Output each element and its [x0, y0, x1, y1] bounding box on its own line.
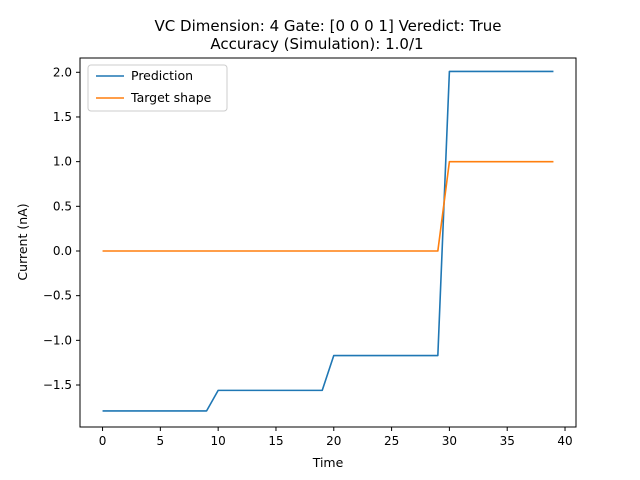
chart-title: VC Dimension: 4 Gate: [0 0 0 1] Veredict…	[155, 17, 502, 35]
x-tick-label: 0	[99, 434, 107, 448]
x-tick-label: 30	[442, 434, 457, 448]
y-tick-label: 0.5	[53, 199, 72, 213]
y-tick-label: 2.0	[53, 65, 72, 79]
y-tick-label: −1.5	[43, 378, 72, 392]
y-axis: −1.5 −1.0 −0.5 0.0 0.5 1.0 1.5 2.0	[43, 65, 80, 392]
x-tick-label: 40	[557, 434, 572, 448]
x-tick-label: 35	[500, 434, 515, 448]
y-tick-label: −0.5	[43, 289, 72, 303]
x-tick-label: 20	[326, 434, 341, 448]
chart-subtitle: Accuracy (Simulation): 1.0/1	[210, 35, 423, 53]
legend-label-target-shape: Target shape	[130, 90, 212, 105]
y-tick-label: 0.0	[53, 244, 72, 258]
x-tick-label: 5	[157, 434, 165, 448]
series-line-prediction	[102, 70, 554, 412]
x-tick-label: 25	[384, 434, 399, 448]
y-tick-label: 1.5	[53, 110, 72, 124]
x-tick-label: 15	[268, 434, 283, 448]
plot-frame	[79, 57, 577, 428]
x-axis-label: Time	[312, 455, 344, 470]
x-tick-label: 10	[211, 434, 226, 448]
y-tick-label: 1.0	[53, 155, 72, 169]
series-line-target-shape	[102, 160, 554, 252]
y-tick-label: −1.0	[43, 333, 72, 347]
y-axis-label: Current (nA)	[15, 203, 30, 280]
x-axis: 0 5 10 15 20 25 30 35 40	[99, 427, 573, 448]
legend-label-prediction: Prediction	[131, 68, 193, 83]
legend: Prediction Target shape	[87, 64, 228, 112]
series-layer	[102, 70, 554, 412]
